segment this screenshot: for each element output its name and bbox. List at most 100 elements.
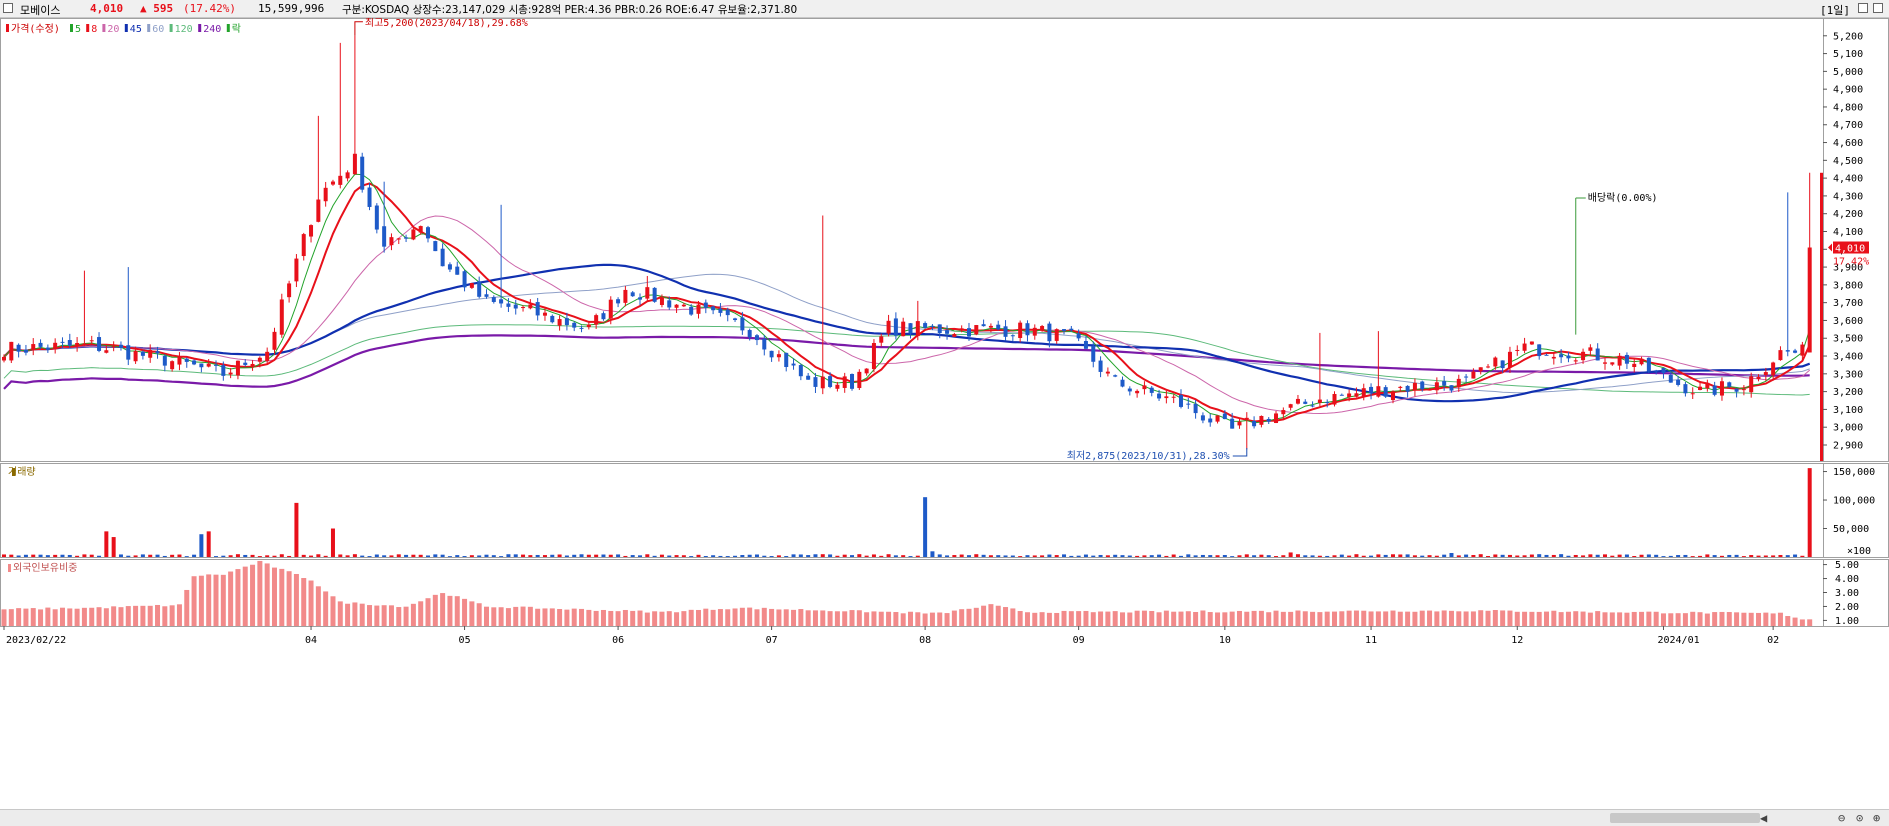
candle-body [360, 156, 365, 190]
foreign-bar [323, 591, 329, 626]
zoom-in-icon[interactable]: ⊕ [1873, 811, 1881, 825]
scroll-left-icon[interactable]: ◀ [1760, 811, 1768, 825]
foreign-bar [1485, 610, 1491, 626]
candle [1668, 371, 1673, 383]
candle [945, 325, 950, 340]
restore-window-icon[interactable] [1858, 3, 1868, 13]
candle-body [1741, 389, 1746, 391]
foreign-bar [1660, 613, 1666, 626]
foreign-bar [176, 604, 182, 626]
foreign-bar [1171, 611, 1177, 626]
header-bar: 모베이스 4,010 ▲ 595 (17.42%) 15,599,996 구분:… [0, 0, 1889, 18]
foreign-bar [842, 611, 848, 626]
zoom-reset-icon[interactable]: ⊙ [1856, 811, 1864, 825]
volume-bar [433, 554, 438, 557]
scroll-bar[interactable]: ◀ ⊖ ⊙ ⊕ [0, 809, 1889, 826]
maximize-window-icon[interactable] [1873, 3, 1883, 13]
volume-bar [1771, 555, 1776, 557]
volume-bar [550, 554, 555, 557]
candle-body [228, 372, 233, 375]
candle [1639, 356, 1644, 366]
x-tick-label: 08 [919, 635, 931, 646]
volume-bar [1449, 553, 1454, 557]
foreign-bar [959, 609, 965, 626]
volume-bar [1025, 555, 1030, 557]
candle [484, 289, 489, 299]
stock-chart[interactable]: 5,200 5,100 5,000 4,900 4,800 4,700 4,600 4,500… [0, 18, 1889, 809]
candle-body [871, 343, 876, 370]
foreign-bar [666, 611, 672, 626]
candle-body [820, 376, 825, 389]
candle [879, 333, 884, 347]
foreign-bar [674, 612, 680, 626]
foreign-bar [995, 605, 1001, 626]
candle [981, 319, 986, 327]
candle-body [1215, 415, 1220, 422]
foreign-bar [1448, 610, 1454, 626]
volume-unit-label: ×100 [1847, 546, 1871, 557]
low-annotation: 최저2,875(2023/10/31),28.30% [1067, 450, 1230, 462]
candle [813, 373, 818, 393]
foreign-bar [367, 605, 373, 626]
volume-bar [835, 555, 840, 557]
period-selector[interactable]: [1일] [1820, 4, 1850, 17]
foreign-bar [1003, 607, 1009, 626]
candle-body [1566, 355, 1571, 359]
foreign-bar [330, 596, 336, 626]
foreign-bar [1602, 612, 1608, 626]
volume-bar [1032, 555, 1037, 557]
volume-bar [564, 555, 569, 557]
volume-bar [1442, 554, 1447, 557]
volume-bar [1135, 555, 1140, 557]
candle-body [513, 304, 518, 309]
legend-label: 5 [75, 24, 81, 35]
candle-body [382, 226, 387, 247]
volume-bar [1464, 554, 1469, 557]
volume-bar [265, 555, 270, 557]
candle [850, 373, 855, 391]
scroll-thumb[interactable] [1610, 813, 1760, 823]
volume-bar [140, 554, 145, 557]
candle-body [1083, 341, 1088, 349]
candle [1566, 352, 1571, 363]
candle-body [126, 345, 131, 360]
candle [330, 179, 335, 186]
volume-bar [1646, 554, 1651, 557]
candle-body [1559, 354, 1564, 358]
candle [1486, 364, 1491, 369]
foreign-bar [798, 609, 804, 626]
foreign-bar [1076, 611, 1082, 626]
foreign-bar [1141, 610, 1147, 626]
candle-body [352, 153, 357, 175]
candle-body [1493, 357, 1498, 367]
foreign-bar [1353, 610, 1359, 626]
foreign-bar [1456, 611, 1462, 626]
candle-body [1120, 379, 1125, 387]
candle [959, 325, 964, 333]
price-tick-label: 3,500 [1833, 334, 1863, 345]
price-tick-label: 3,700 [1833, 298, 1863, 309]
price-tick-label: 4,100 [1833, 227, 1863, 238]
candle [1069, 325, 1074, 332]
candle [820, 215, 825, 395]
candle-body [133, 350, 138, 362]
candle-body [1486, 366, 1491, 368]
foreign-bar [1090, 612, 1096, 626]
candle-body [550, 315, 555, 323]
candle [148, 344, 153, 363]
foreign-bar [410, 603, 416, 626]
candle [776, 350, 781, 362]
last-price-box [1833, 241, 1869, 254]
zoom-out-icon[interactable]: ⊖ [1838, 811, 1846, 825]
candle-body [1171, 396, 1176, 398]
candle-body [703, 302, 708, 308]
panel-frame-0 [0, 18, 1824, 462]
foreign-bar [242, 566, 248, 626]
volume-bar [1142, 555, 1147, 557]
candle [1661, 367, 1666, 379]
window-menu-icon[interactable] [3, 3, 13, 13]
candle [966, 322, 971, 341]
foreign-bar [1156, 612, 1162, 626]
candle [265, 347, 270, 364]
candle [1529, 341, 1534, 345]
